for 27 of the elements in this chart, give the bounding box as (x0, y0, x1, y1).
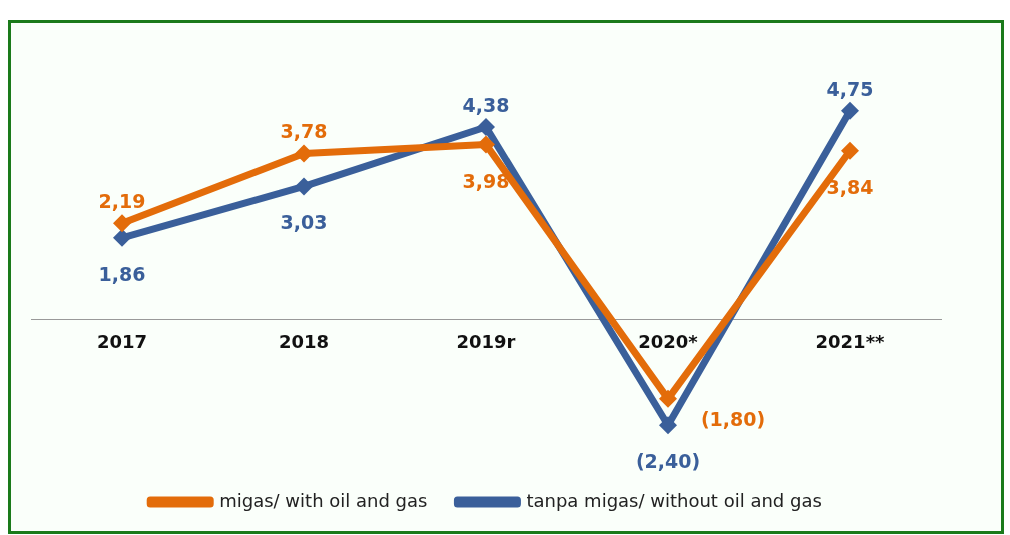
data-label: (1,80) (700, 407, 766, 430)
point (659, 389, 677, 408)
point (295, 144, 313, 163)
data-label: 1,86 (98, 262, 146, 285)
point (295, 177, 313, 196)
data-label: 3,84 (826, 175, 874, 198)
data-label: 3,78 (280, 120, 328, 143)
x-tick-label: 2017 (96, 331, 148, 353)
point (841, 101, 859, 120)
point (113, 228, 131, 247)
point (477, 135, 495, 154)
x-tick-label: 2019r (456, 331, 516, 353)
data-label: 4,75 (826, 77, 874, 100)
point (477, 118, 495, 137)
x-tick-label: 2021** (815, 331, 886, 353)
data-label: (2,40) (635, 450, 701, 473)
data-label: 2,19 (98, 190, 146, 213)
x-tick-label: 2020* (638, 331, 699, 353)
legend-label: migas/ with oil and gas (219, 489, 428, 511)
point (113, 214, 131, 233)
data-label: 3,03 (280, 211, 328, 234)
point (659, 416, 677, 435)
point (841, 141, 859, 160)
legend-label: tanpa migas/ without oil and gas (526, 489, 822, 511)
data-label: 3,98 (462, 169, 510, 192)
x-tick-label: 2018 (278, 331, 330, 353)
data-label: 4,38 (462, 93, 510, 116)
